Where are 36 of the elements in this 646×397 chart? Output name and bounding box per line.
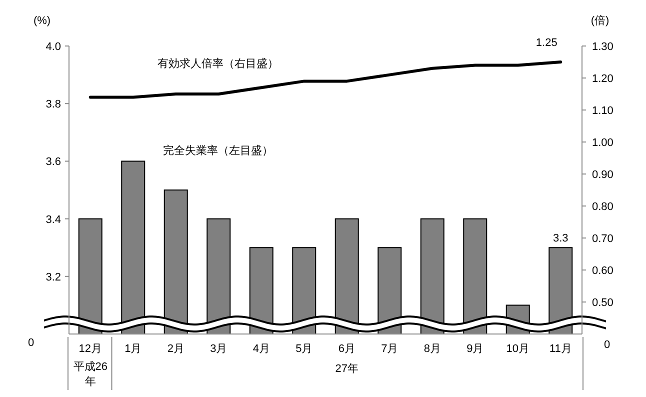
x-tick-label: 11月 <box>549 343 572 355</box>
y2-axis-title: (倍) <box>590 14 610 27</box>
x-tick-label: 5月 <box>296 343 313 355</box>
series-label: 完全失業率（左目盛） <box>163 144 273 157</box>
y-tick-label: 3.2 <box>46 271 61 284</box>
text: 0 <box>604 339 610 351</box>
x-tick-label: 4月 <box>252 343 270 355</box>
x-tick-label: 12月 <box>78 343 102 355</box>
x-tick-label: 7月 <box>381 343 398 355</box>
series-label: 有効求人倍率（右目盛） <box>158 57 278 70</box>
text: 平成26年 <box>73 360 108 388</box>
x-tick-label: 6月 <box>338 343 356 355</box>
y2-tick-label: 1.00 <box>592 137 614 149</box>
text: 27年 <box>335 363 358 375</box>
y2-tick-label: 0.60 <box>592 265 614 277</box>
y-tick-label: 3.6 <box>46 156 61 168</box>
y2-tick-label: 1.20 <box>592 73 614 85</box>
y-tick-label: 3.8 <box>46 98 61 111</box>
y-tick-label: 3.4 <box>46 214 61 226</box>
x-tick-label: 3月 <box>210 343 228 355</box>
x-tick-label: 9月 <box>466 343 484 355</box>
x-tick-label: 2月 <box>167 343 184 355</box>
text: 0 <box>28 337 34 349</box>
data-label: 1.25 <box>536 37 558 49</box>
y-tick-label: 4.0 <box>46 41 61 53</box>
y2-tick-label: 0.70 <box>592 233 614 245</box>
data-label: 3.3 <box>552 232 568 245</box>
y2-tick-label: 0.50 <box>592 297 614 309</box>
y2-tick-label: 0.90 <box>592 169 614 181</box>
x-tick-label: 10月 <box>506 343 530 355</box>
y2-tick-label: 1.10 <box>592 105 614 117</box>
x-tick-label: 1月 <box>124 343 142 355</box>
y-axis-title: (%) <box>33 15 51 27</box>
x-tick-label: 8月 <box>424 343 441 355</box>
y2-tick-label: 1.30 <box>592 41 614 53</box>
y2-tick-label: 0.80 <box>592 201 614 213</box>
